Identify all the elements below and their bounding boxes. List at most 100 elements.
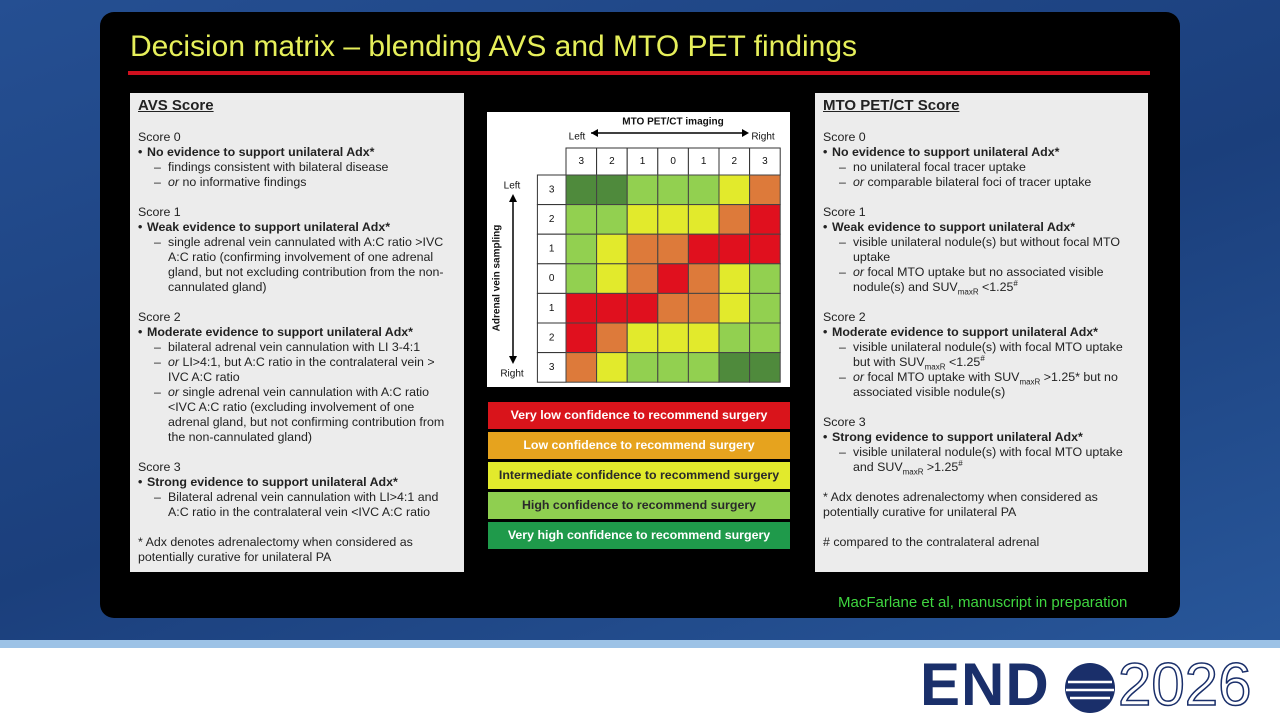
row-header: 0 (549, 273, 555, 284)
text-run: maxR (902, 467, 924, 477)
y-top: Left (504, 181, 521, 192)
score-section: Score 0No evidence to support unilateral… (823, 130, 1140, 190)
matrix-cell (718, 352, 751, 383)
text-run: <1.25 (978, 280, 1014, 294)
mto-box: MTO PET/CT Score Score 0No evidence to su… (815, 93, 1148, 572)
text-run: focal MTO uptake but no associated visib… (853, 265, 1104, 294)
score-heading: Score 0 (823, 130, 866, 144)
text-run: single adrenal vein cannulated with A:C … (168, 235, 444, 294)
matrix-cell (687, 352, 720, 383)
row-header-cell (536, 292, 567, 324)
score-sub-item: single adrenal vein cannulated with A:C … (138, 235, 456, 295)
score-sub-item: visible unilateral nodule(s) with focal … (823, 445, 1140, 477)
column-header-cell (565, 147, 598, 176)
score-sub-item: or LI>4:1, but A:C ratio in the contrala… (138, 355, 456, 385)
matrix-cell (596, 204, 628, 235)
text-run: findings consistent with bilateral disea… (168, 160, 389, 174)
matrix-cell (626, 322, 659, 354)
matrix-cell (596, 292, 628, 324)
matrix-cell (687, 204, 720, 235)
score-sub-item: or focal MTO uptake with SUVmaxR >1.25* … (823, 370, 1140, 400)
score-sub-item: visible unilateral nodule(s) but without… (823, 235, 1140, 265)
column-header: 1 (640, 156, 646, 167)
matrix-cell (657, 263, 689, 294)
globe-lines (1066, 680, 1114, 700)
matrix-cell (657, 292, 689, 324)
x-right: Right (751, 132, 775, 143)
score-section: Score 3Strong evidence to support unilat… (823, 415, 1140, 477)
x-title: MTO PET/CT imaging (622, 117, 723, 128)
text-run: <1.25 (945, 355, 981, 369)
matrix: MTO PET/CT imaging Left Right Left Right… (487, 112, 790, 387)
score-heading: Score 0 (138, 130, 181, 144)
score-lead: No evidence to support unilateral Adx* (138, 145, 456, 160)
column-header: 1 (701, 156, 707, 167)
matrix-cell (626, 292, 659, 324)
matrix-cell (565, 174, 598, 206)
matrix-cell (749, 174, 781, 206)
text-run: # (980, 353, 985, 363)
text-run: LI>4:1, but A:C ratio in the contralater… (168, 355, 435, 384)
text-run: >1.25 (923, 460, 959, 474)
score-lead: No evidence to support unilateral Adx* (823, 145, 1140, 160)
logo-globe (1065, 663, 1115, 713)
matrix-cell (596, 263, 628, 294)
column-header: 2 (609, 156, 615, 167)
matrix-cell (596, 322, 628, 354)
matrix-cell (565, 292, 598, 324)
text-run: no informative findings (179, 175, 307, 189)
text-run: or (853, 265, 865, 279)
text-run: >1.25* but no associated visible nodule(… (853, 370, 1118, 399)
y-title: Adrenal vein sampling (492, 225, 503, 332)
score-sub-item: findings consistent with bilateral disea… (138, 160, 456, 175)
row-header: 1 (549, 303, 555, 314)
text-run: comparable bilateral foci of tracer upta… (864, 175, 1092, 189)
row-header: 1 (549, 244, 555, 255)
score-sub-item: visible unilateral nodule(s) with focal … (823, 340, 1140, 371)
logo-right: 2026 (1117, 650, 1252, 719)
score-section: Score 2Moderate evidence to support unil… (138, 310, 456, 445)
score-lead: Weak evidence to support unilateral Adx* (138, 220, 456, 235)
text-run: # (1013, 278, 1018, 288)
legend-item: Very low confidence to recommend surgery (488, 402, 790, 429)
footnote: * Adx denotes adrenalectomy when conside… (138, 535, 413, 564)
score-sub-item: bilateral adrenal vein cannulation with … (138, 340, 456, 355)
matrix-cell (687, 174, 720, 206)
legend-item: Very high confidence to recommend surger… (488, 522, 790, 549)
score-section: Score 1Weak evidence to support unilater… (823, 205, 1140, 296)
column-header: 3 (762, 156, 768, 167)
matrix-cell (657, 174, 689, 206)
footnote: # compared to the contralateral adrenal (823, 535, 1040, 549)
score-lead: Strong evidence to support unilateral Ad… (138, 475, 456, 490)
text-run: Bilateral adrenal vein cannulation with … (168, 490, 439, 519)
score-heading: Score 2 (138, 310, 181, 324)
matrix-cell (626, 204, 659, 235)
text-run: bilateral adrenal vein cannulation with … (168, 340, 421, 354)
matrix-cell (657, 322, 689, 354)
matrix-cell (565, 204, 598, 235)
legend-item: Intermediate confidence to recommend sur… (488, 462, 790, 489)
legend-item: High confidence to recommend surgery (488, 492, 790, 519)
matrix-cell (626, 263, 659, 294)
score-heading: Score 1 (138, 205, 181, 219)
matrix-cell (718, 233, 751, 265)
text-run: or (853, 175, 865, 189)
score-sub-item: no unilateral focal tracer uptake (823, 160, 1140, 175)
logo-left: END (920, 651, 1050, 718)
matrix-cell (718, 204, 751, 235)
matrix-cell (596, 352, 628, 383)
score-heading: Score 1 (823, 205, 866, 219)
score-lead: Moderate evidence to support unilateral … (138, 325, 456, 340)
matrix-cell (657, 352, 689, 383)
row-header: 2 (549, 332, 555, 343)
text-run: focal MTO uptake with SUV (864, 370, 1020, 384)
matrix-cell (718, 322, 751, 354)
text-run: # (958, 458, 963, 468)
matrix-cell (626, 174, 659, 206)
row-header: 3 (549, 184, 555, 195)
footnote: * Adx denotes adrenalectomy when conside… (823, 490, 1098, 519)
box-title: MTO PET/CT Score (823, 97, 960, 114)
text-run: or (168, 355, 180, 369)
matrix-cell (657, 233, 689, 265)
